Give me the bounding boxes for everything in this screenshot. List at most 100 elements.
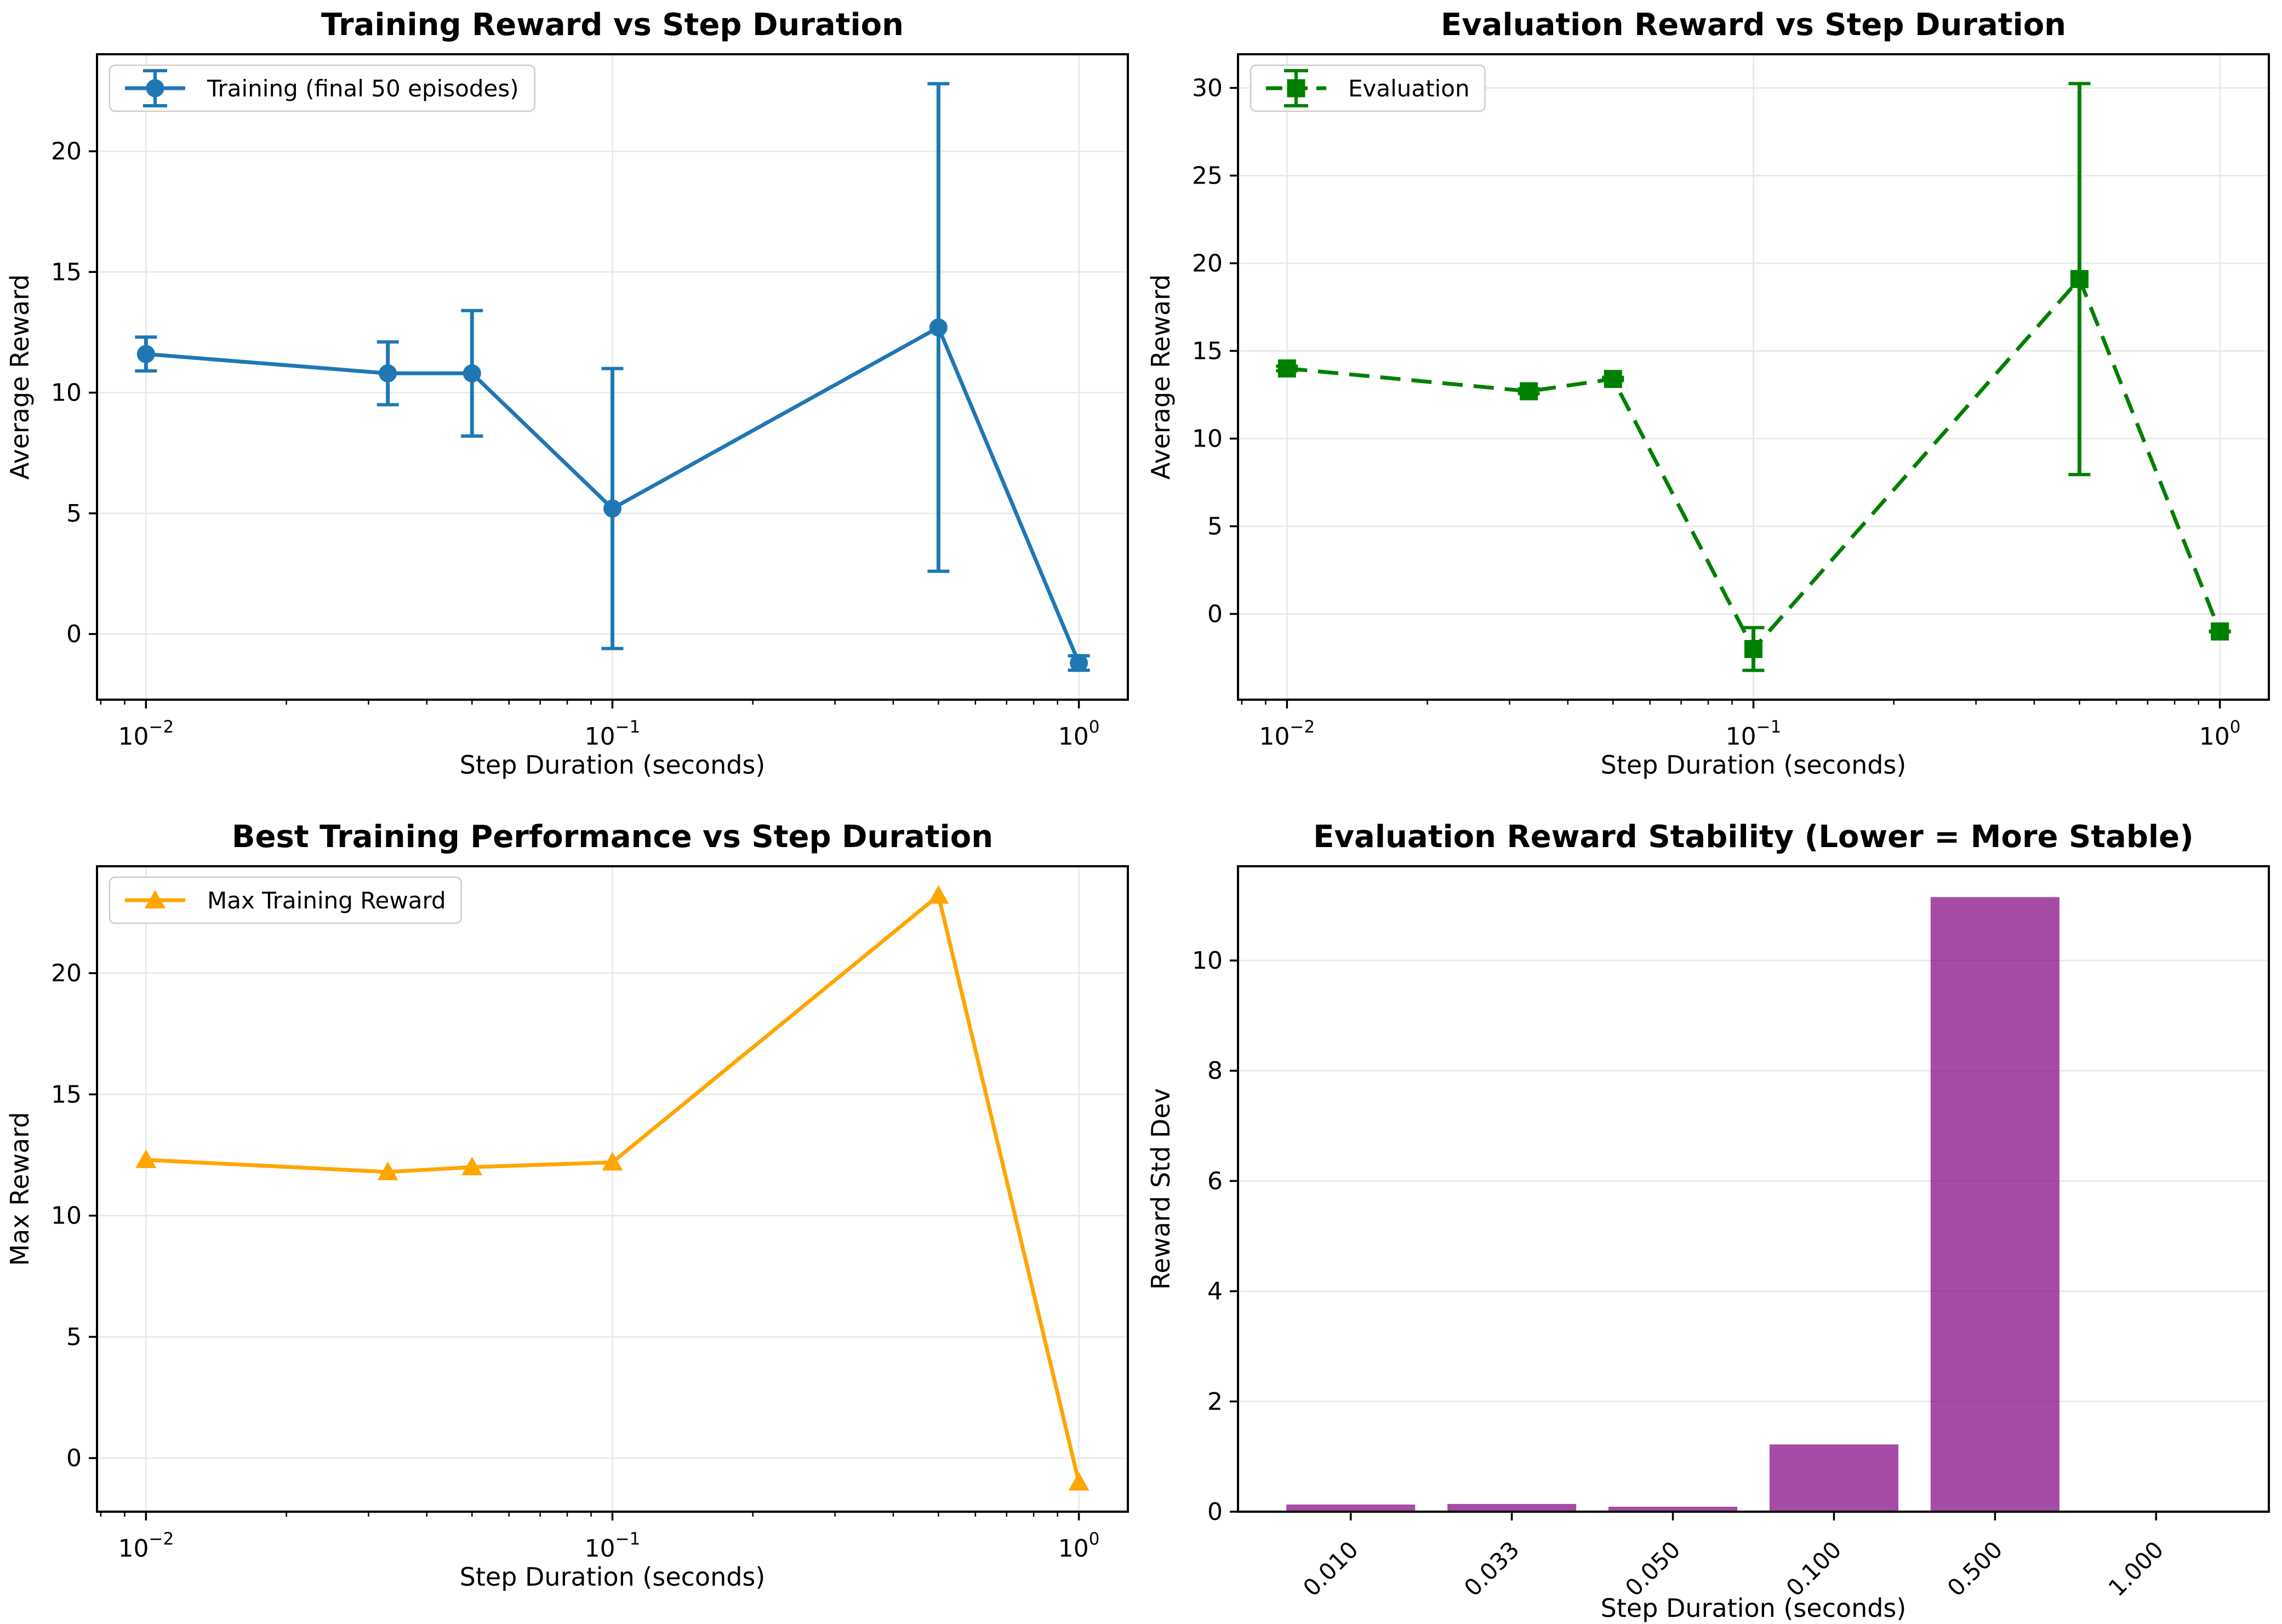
x-tick-label: 1.000 [2103, 1536, 2169, 1602]
x-tick-label: 100 [1058, 1529, 1100, 1563]
y-tick-label: 5 [66, 500, 82, 528]
y-tick-label: 15 [1192, 337, 1223, 365]
legend-box [109, 876, 462, 924]
x-axis-label: Step Duration (seconds) [460, 1562, 766, 1592]
chart-evaluation-reward [1238, 54, 2269, 700]
bar [1608, 1506, 1738, 1512]
y-axis-label: Reward Std Dev [1146, 1088, 1176, 1290]
legend-label: Evaluation [1348, 75, 1470, 102]
x-tick-label: 10−2 [118, 717, 174, 751]
bar [1447, 1503, 1577, 1512]
data-point [135, 1149, 157, 1168]
y-axis-label: Average Reward [1146, 275, 1176, 480]
y-tick-label: 0 [66, 620, 82, 648]
legend-marker-glyph [146, 79, 164, 98]
data-markers [135, 885, 1089, 1491]
chart-evaluation-reward-stability [1238, 897, 2269, 1513]
bar [1769, 1444, 1899, 1512]
data-point [136, 345, 155, 363]
x-tick-label: 0.033 [1459, 1536, 1525, 1602]
y-tick-label: 10 [1192, 425, 1223, 453]
y-tick-label: 10 [1192, 947, 1223, 975]
chart-evaluation-reward-stability: Evaluation Reward Stability (Lower = Mor… [1146, 819, 2270, 1623]
y-tick-label: 5 [1207, 512, 1223, 540]
y-axis-label: Average Reward [5, 275, 35, 480]
data-series [1287, 277, 2222, 651]
data-point [1068, 1472, 1089, 1491]
data-series [146, 325, 1081, 664]
data-point [602, 1152, 623, 1171]
legend-label: Max Training Reward [207, 887, 446, 914]
y-tick-label: 0 [1207, 1498, 1223, 1526]
bar [1286, 1504, 1416, 1512]
y-tick-label: 20 [51, 138, 82, 165]
x-tick-label: 0.010 [1298, 1536, 1364, 1602]
chart-title: Evaluation Reward vs Step Duration [1441, 7, 2066, 43]
data-series [146, 894, 1081, 1483]
chart-evaluation-reward: Evaluation Reward vs Step Duration Averag… [1146, 7, 2270, 780]
x-tick-label: 10−1 [585, 717, 641, 751]
bars [1286, 897, 2059, 1512]
legend-marker [1266, 69, 1326, 107]
x-tick-label: 100 [1058, 717, 1100, 751]
y-tick-label: 15 [51, 1080, 82, 1108]
data-point [1277, 359, 1296, 378]
legend-marker-glyph [145, 890, 166, 908]
data-point [2070, 270, 2089, 288]
data-point [1520, 382, 1538, 401]
data-point [1070, 654, 1088, 672]
x-axis-label: Step Duration (seconds) [460, 750, 766, 780]
data-markers [1277, 270, 2229, 659]
data-point [603, 499, 621, 518]
x-tick-label: 0.050 [1620, 1536, 1686, 1602]
x-axis-label: Step Duration (seconds) [1601, 1593, 1907, 1623]
legend-label: Training (final 50 episodes) [207, 75, 519, 102]
data-point [1744, 640, 1762, 659]
chart-training-reward: Training Reward vs Step Duration Average … [5, 7, 1129, 780]
y-tick-label: 20 [1192, 249, 1223, 277]
x-tick-label: 10−1 [1726, 717, 1782, 751]
data-point [379, 364, 397, 382]
chart-best-training-performance [97, 866, 1128, 1512]
x-tick-label: 10−2 [118, 1529, 174, 1563]
legend-marker-glyph [1287, 79, 1305, 98]
chart-title: Training Reward vs Step Duration [321, 7, 904, 43]
x-tick-label: 0.100 [1781, 1536, 1847, 1602]
chart-best-training-performance: Best Training Performance vs Step Durati… [5, 819, 1129, 1592]
legend-box [109, 64, 535, 112]
y-tick-label: 10 [51, 1202, 82, 1230]
y-tick-label: 6 [1207, 1167, 1223, 1195]
legend: Evaluation [1250, 64, 1486, 112]
legend: Training (final 50 episodes) [109, 64, 535, 112]
y-tick-label: 20 [51, 959, 82, 987]
y-tick-label: 8 [1207, 1057, 1223, 1085]
data-point [1604, 370, 1622, 388]
legend-box [1250, 64, 1486, 112]
x-tick-label: 10−2 [1259, 717, 1315, 751]
y-axis-label: Max Reward [5, 1112, 35, 1266]
legend: Max Training Reward [109, 876, 462, 924]
data-point [377, 1162, 398, 1181]
y-tick-label: 25 [1192, 162, 1223, 190]
y-tick-label: 30 [1192, 74, 1223, 102]
data-point [461, 1157, 483, 1176]
chart-title: Best Training Performance vs Step Durati… [232, 819, 993, 855]
x-axis-label: Step Duration (seconds) [1601, 750, 1907, 780]
data-point [929, 318, 948, 337]
data-point [463, 364, 481, 382]
chart-training-reward [97, 54, 1128, 700]
legend-marker [125, 69, 185, 107]
data-point [2211, 622, 2229, 641]
data-markers [136, 318, 1088, 672]
x-tick-label: 0.500 [1942, 1536, 2008, 1602]
bar [1930, 897, 2059, 1512]
y-tick-label: 0 [1207, 601, 1223, 628]
y-tick-label: 4 [1207, 1278, 1223, 1306]
y-tick-label: 5 [66, 1323, 82, 1351]
x-tick-label: 10−1 [585, 1529, 641, 1563]
y-tick-label: 15 [51, 258, 82, 286]
chart-title: Evaluation Reward Stability (Lower = Mor… [1313, 819, 2193, 855]
legend-marker [125, 890, 185, 908]
data-point [928, 885, 949, 904]
